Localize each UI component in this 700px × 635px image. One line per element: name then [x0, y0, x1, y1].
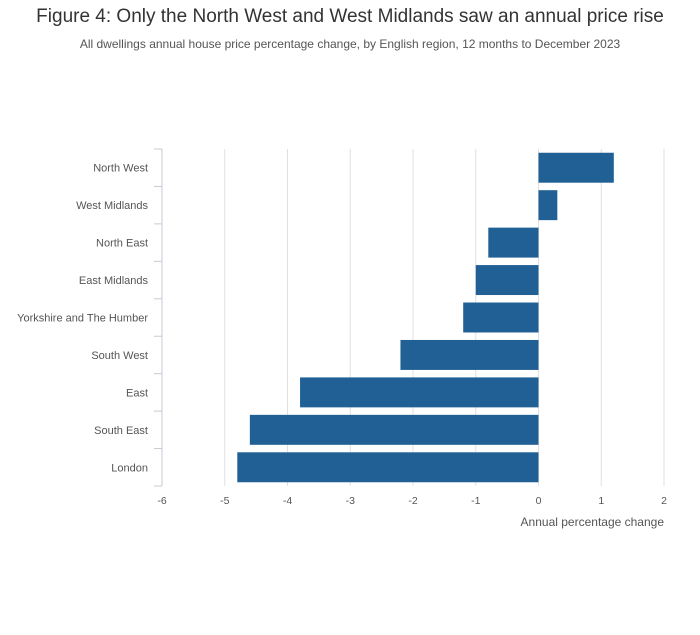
bar — [488, 227, 539, 258]
x-axis: -6 -5 -4 -3 -2 -1 0 1 2 — [157, 495, 667, 507]
category-label: South East — [94, 425, 148, 437]
x-tick-label: 0 — [536, 495, 542, 507]
category-label: North West — [93, 163, 148, 175]
bars — [237, 152, 614, 483]
bar — [463, 302, 539, 333]
category-label: West Midlands — [76, 200, 148, 212]
y-axis: North West West Midlands North East East Mi… — [17, 148, 163, 487]
bar — [400, 339, 539, 370]
category-label: London — [111, 462, 148, 474]
x-tick-label: -3 — [346, 495, 355, 507]
bar — [538, 152, 614, 183]
bar — [249, 414, 539, 445]
x-tick-label: -1 — [471, 495, 480, 507]
x-tick-label: -6 — [157, 495, 166, 507]
x-tick-label: -2 — [408, 495, 417, 507]
category-label: South West — [91, 350, 148, 362]
bar — [300, 377, 539, 408]
x-tick-label: -4 — [283, 495, 292, 507]
bar — [538, 190, 558, 221]
x-tick-label: -5 — [220, 495, 229, 507]
category-label: East — [126, 387, 148, 399]
x-axis-title: Annual percentage change — [521, 515, 665, 529]
bar — [237, 452, 539, 483]
bar — [475, 265, 539, 296]
chart-title: Figure 4: Only the North West and West M… — [36, 6, 664, 27]
category-label: Yorkshire and The Humber — [17, 313, 148, 325]
category-label: North East — [96, 238, 148, 250]
category-label: East Midlands — [79, 275, 149, 287]
chart-subtitle: All dwellings annual house price percent… — [79, 37, 621, 51]
x-tick-label: 2 — [661, 495, 667, 507]
x-tick-label: 1 — [598, 495, 604, 507]
